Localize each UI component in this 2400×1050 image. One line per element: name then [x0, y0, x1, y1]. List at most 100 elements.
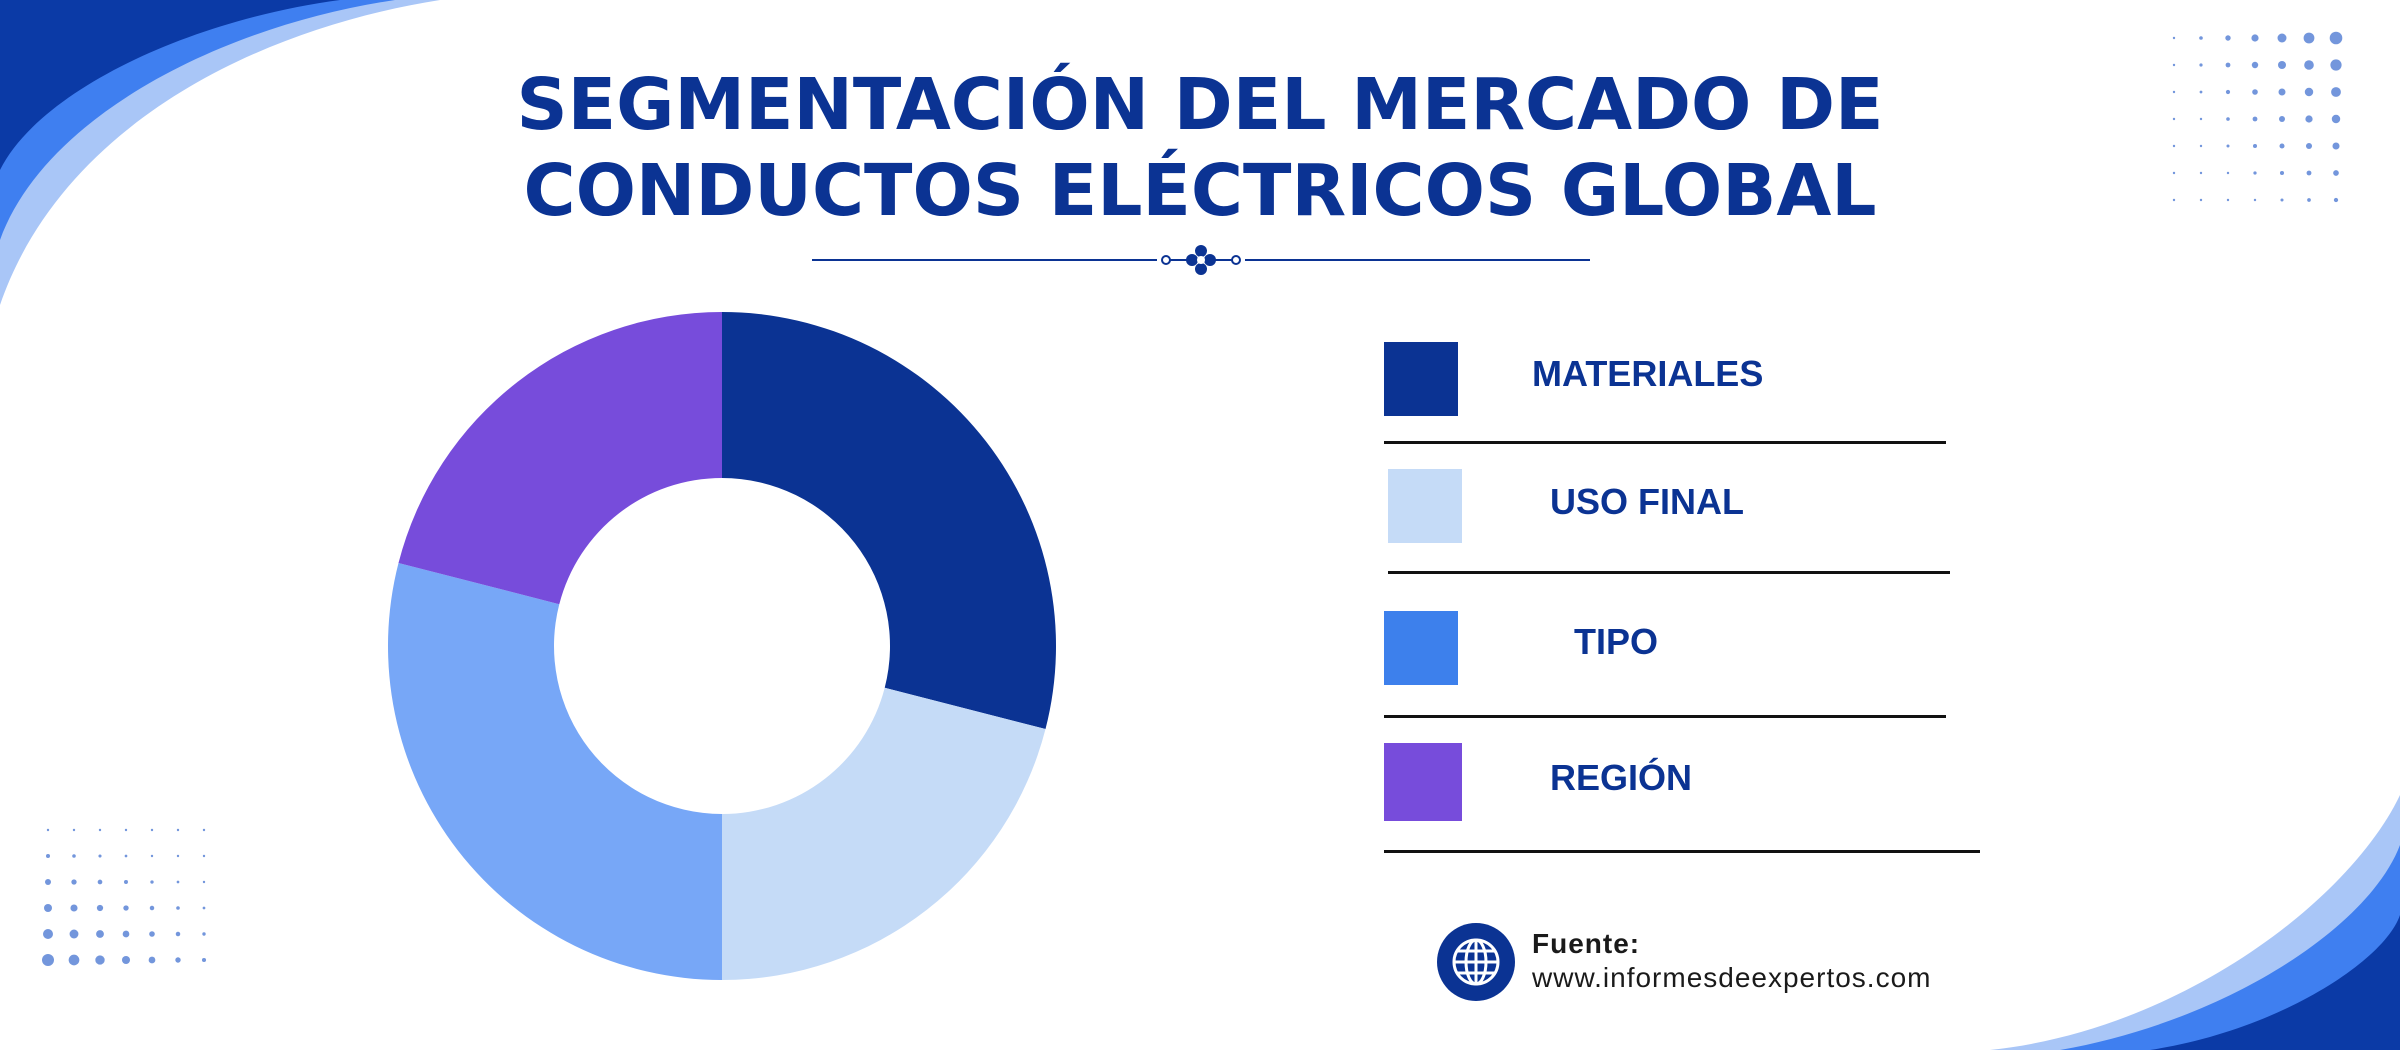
legend-swatch-materiales	[1384, 342, 1458, 416]
decor-dot	[69, 929, 79, 939]
bottom-right-wave	[1990, 795, 2400, 1050]
legend-swatch-uso-final	[1388, 469, 1462, 543]
decor-dot	[2278, 115, 2286, 123]
decor-dot	[68, 954, 80, 966]
dot-pattern-top-right	[2172, 31, 2343, 203]
decor-dot	[201, 957, 207, 963]
legend-label-materiales: MATERIALES	[1532, 353, 1764, 394]
decor-dot	[2277, 33, 2287, 43]
legend-swatch-region	[1384, 743, 1462, 821]
decor-dot	[2305, 142, 2313, 150]
decor-dot	[2172, 36, 2176, 40]
decor-dot	[123, 905, 129, 911]
decor-dot	[2225, 89, 2231, 95]
decor-dot	[2278, 88, 2286, 96]
decor-dot	[202, 932, 206, 936]
decor-dot	[2199, 63, 2203, 67]
decor-dot	[2172, 198, 2176, 202]
decor-dot	[2199, 90, 2203, 94]
title-line-2: CONDUCTOS ELÉCTRICOS GLOBAL	[523, 149, 1877, 232]
decor-dot	[43, 929, 53, 939]
decor-dot	[150, 828, 154, 832]
decor-dot	[70, 904, 78, 912]
decor-dot	[71, 879, 77, 885]
legend-rule	[1384, 715, 1946, 718]
decor-dot	[72, 854, 76, 858]
decor-dot	[2252, 89, 2258, 95]
decor-dot	[2226, 117, 2230, 121]
decor-dot	[2330, 59, 2342, 71]
legend-label-tipo: TIPO	[1574, 621, 1659, 662]
decor-dot	[202, 906, 206, 910]
source-label: Fuente:	[1532, 928, 1641, 959]
decor-dot	[2251, 61, 2259, 69]
decor-dot	[2226, 144, 2230, 148]
decor-dot	[45, 879, 51, 885]
source-url: www.informesdeexpertos.com	[1532, 962, 1932, 993]
decor-dot	[2225, 35, 2231, 41]
decor-dot	[96, 904, 104, 912]
decor-dot	[2280, 198, 2284, 202]
decor-dot	[2277, 60, 2287, 70]
decor-dot	[176, 880, 180, 884]
legend-swatch-tipo	[1384, 611, 1458, 685]
decor-dot	[176, 906, 180, 910]
decor-dot	[46, 828, 50, 832]
decor-dot	[124, 828, 128, 832]
decor-dot	[2253, 198, 2257, 202]
wave-dark	[0, 0, 340, 170]
decor-dot	[2253, 171, 2257, 175]
decor-dot	[2279, 170, 2285, 176]
decor-dot	[97, 879, 103, 885]
decor-dot	[2303, 32, 2315, 44]
donut-chart	[387, 312, 1056, 980]
decor-dot	[2199, 117, 2203, 121]
donut-slice-región	[398, 312, 722, 605]
donut-slice-uso-final	[722, 687, 1046, 980]
decor-dot	[2307, 198, 2311, 202]
decor-dot	[2226, 171, 2230, 175]
dot-pattern-bottom-left	[42, 828, 207, 966]
legend-rule	[1388, 571, 1950, 574]
decor-dot	[2226, 198, 2230, 202]
decor-dot	[2199, 198, 2203, 202]
decor-dot	[149, 931, 155, 937]
decor-dot	[2172, 117, 2176, 121]
decor-dot	[95, 955, 105, 965]
decor-dot	[122, 930, 130, 938]
decor-dot	[202, 854, 206, 858]
decor-dot	[2305, 115, 2313, 123]
wave-dark	[2150, 915, 2400, 1050]
decor-dot	[72, 828, 76, 832]
legend-rule	[1384, 850, 1980, 853]
decor-dot	[2304, 87, 2314, 97]
decor-dot	[148, 956, 156, 964]
decor-dot	[46, 854, 50, 858]
decor-dot	[98, 828, 102, 832]
title-divider	[812, 245, 1590, 275]
decor-dot	[121, 955, 131, 965]
decor-dot	[2251, 34, 2259, 42]
decor-dot	[2332, 142, 2340, 150]
decor-dot	[150, 854, 154, 858]
decor-dot	[2172, 144, 2176, 148]
decor-dot	[2199, 36, 2203, 40]
decor-dot	[176, 854, 180, 858]
legend-label-region: REGIÓN	[1550, 757, 1693, 798]
decor-dot	[123, 879, 129, 885]
decor-dot	[2172, 90, 2176, 94]
decor-dot	[42, 954, 54, 966]
decor-dot	[2306, 170, 2312, 176]
decor-dot	[202, 828, 206, 832]
decor-dot	[2329, 31, 2343, 45]
decor-dot	[150, 880, 154, 884]
decor-dot	[175, 957, 181, 963]
title-line-1: SEGMENTACIÓN DEL MERCADO DE	[516, 63, 1884, 146]
decor-dot	[2333, 197, 2339, 203]
decor-dot	[124, 854, 128, 858]
globe-icon	[1437, 923, 1515, 1001]
decor-dot	[98, 854, 102, 858]
decor-dot	[2331, 114, 2341, 124]
decor-dot	[2252, 143, 2258, 149]
